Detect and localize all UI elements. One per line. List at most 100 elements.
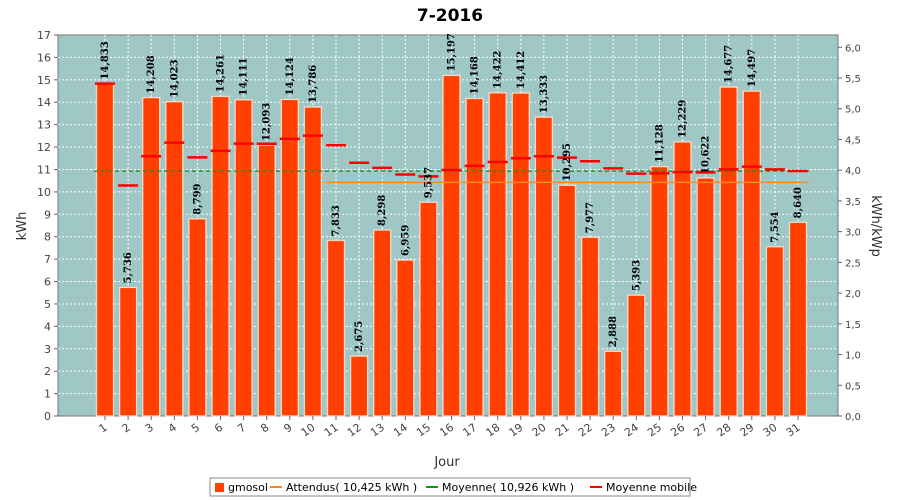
x-tick-label: 6 xyxy=(212,421,225,436)
bar xyxy=(511,92,530,417)
x-tick-label: 28 xyxy=(714,421,733,440)
y-tick-label: 9 xyxy=(44,208,51,221)
x-tick-label: 14 xyxy=(391,421,410,440)
y-tick-label: 12 xyxy=(37,141,51,154)
value-labels: 14,833 5,736 14,208 14,023 8,799 14,261 14,111… xyxy=(100,33,804,352)
value-label: 14,111 xyxy=(239,57,250,95)
bar xyxy=(257,144,276,417)
x-tick-label: 19 xyxy=(507,421,526,440)
y2-axis: 0,0 0,5 1,0 1,5 2,0 2,5 3,0 3,5 4,0 4,5 5,0 5,5 6,0 xyxy=(838,43,861,423)
x-tick-label: 9 xyxy=(281,421,294,436)
value-label: 13,786 xyxy=(308,65,319,103)
x-tick-label: 10 xyxy=(299,421,318,440)
legend-swatch xyxy=(215,483,224,492)
y2-tick-label: 4,0 xyxy=(845,166,861,177)
value-label: 7,833 xyxy=(331,205,342,236)
y2-tick-label: 5,0 xyxy=(845,105,861,116)
x-tick-label: 7 xyxy=(235,421,248,436)
value-label: 8,799 xyxy=(192,183,203,214)
chart-title: 7-2016 xyxy=(417,6,483,26)
y2-tick-label: 4,5 xyxy=(845,135,861,146)
value-label: 14,168 xyxy=(470,56,481,94)
x-tick-label: 30 xyxy=(761,421,780,440)
value-label: 14,677 xyxy=(724,45,735,83)
bar xyxy=(165,101,184,417)
x-tick-label: 26 xyxy=(668,421,687,440)
value-label: 7,554 xyxy=(770,211,781,242)
value-label: 14,833 xyxy=(100,41,111,79)
bar xyxy=(465,97,484,417)
y-tick-label: 13 xyxy=(37,119,51,132)
value-label: 14,261 xyxy=(216,54,227,92)
y2-tick-label: 3,0 xyxy=(845,228,861,239)
y2-tick-label: 3,5 xyxy=(845,197,861,208)
y-tick-label: 1 xyxy=(44,388,51,401)
x-tick-label: 1 xyxy=(97,421,110,436)
bar xyxy=(211,95,230,417)
bar xyxy=(280,98,299,417)
value-label: 2,675 xyxy=(354,321,365,352)
y-axis-label: kWh xyxy=(15,212,30,241)
bar xyxy=(95,82,115,417)
value-label: 12,093 xyxy=(262,103,273,141)
x-tick-label: 13 xyxy=(368,421,387,440)
x-tick-label: 20 xyxy=(530,421,549,440)
bar xyxy=(234,99,253,417)
legend-label: Moyenne mobile xyxy=(606,481,697,494)
value-label: 8,298 xyxy=(377,195,388,226)
value-label: 14,412 xyxy=(516,51,527,89)
bar xyxy=(396,259,415,417)
x-tick-label: 27 xyxy=(691,421,710,440)
bar xyxy=(373,229,392,417)
y-tick-label: 17 xyxy=(37,29,51,42)
y2-tick-label: 0,5 xyxy=(845,381,861,392)
bar xyxy=(303,106,323,417)
legend-box xyxy=(209,477,691,497)
y2-tick-label: 2,5 xyxy=(845,258,861,269)
bar xyxy=(765,246,785,417)
moving-average xyxy=(95,82,808,187)
bar xyxy=(142,96,161,417)
x-tick-label: 22 xyxy=(576,421,595,440)
legend-label: Attendus( 10,425 kWh ) xyxy=(286,481,417,494)
value-label: 10,295 xyxy=(562,143,573,181)
x-tick-label: 24 xyxy=(622,421,641,440)
bar xyxy=(650,165,669,417)
y-tick-label: 14 xyxy=(37,96,51,109)
bar xyxy=(188,218,207,417)
value-label: 12,229 xyxy=(678,100,689,138)
x-tick-label: 5 xyxy=(189,421,202,436)
value-label: 10,622 xyxy=(701,136,712,174)
value-label: 5,736 xyxy=(123,252,134,283)
bar xyxy=(719,86,738,417)
legend: gmosol Attendus( 10,425 kWh ) Moyenne( 10,… xyxy=(209,477,697,497)
x-tick-label: 23 xyxy=(599,421,618,440)
x-tick-label: 4 xyxy=(166,421,179,436)
value-label: 14,124 xyxy=(285,57,296,95)
x-tick-label: 29 xyxy=(738,421,757,440)
bar xyxy=(580,236,600,417)
value-label: 14,023 xyxy=(169,59,180,97)
x-tick-label: 12 xyxy=(345,421,364,440)
value-label: 6,959 xyxy=(400,225,411,256)
y-tick-label: 10 xyxy=(37,186,51,199)
x-tick-label: 15 xyxy=(414,421,433,440)
bar xyxy=(118,286,138,417)
y-tick-label: 4 xyxy=(44,320,51,333)
x-tick-label: 11 xyxy=(322,421,341,440)
y-tick-label: 8 xyxy=(44,231,51,244)
y2-tick-label: 1,5 xyxy=(845,320,861,331)
bar xyxy=(557,184,577,417)
y-tick-label: 0 xyxy=(44,410,51,423)
y-tick-label: 6 xyxy=(44,276,51,289)
legend-label: gmosol xyxy=(228,481,268,494)
value-label: 14,208 xyxy=(146,55,157,93)
x-tick-label: 8 xyxy=(258,421,271,436)
y2-tick-label: 1,0 xyxy=(845,351,861,362)
value-label: 13,333 xyxy=(539,75,550,113)
y2-tick-label: 0,0 xyxy=(845,412,861,423)
x-axis: 1 2 3 4 5 6 7 8 9 10 11 12 13 14 15 16 17 18 19 20 21 22 23 24 2… xyxy=(97,416,803,439)
bar xyxy=(442,74,461,417)
